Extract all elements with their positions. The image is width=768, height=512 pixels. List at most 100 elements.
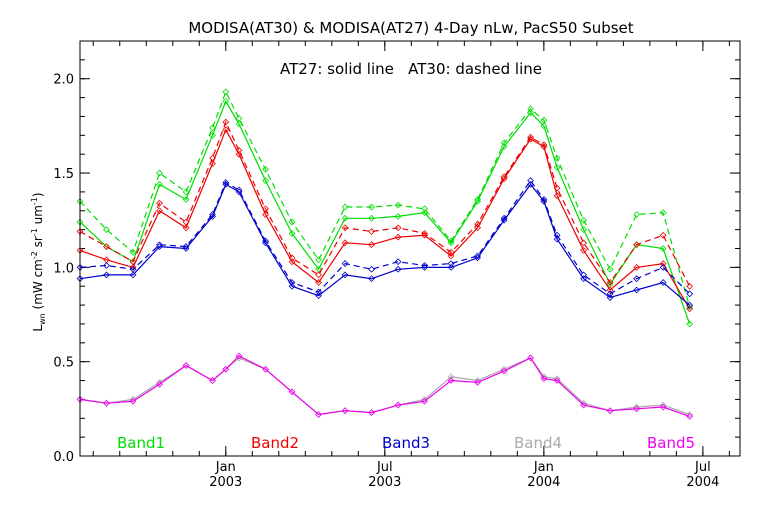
data-point bbox=[527, 133, 534, 141]
data-point bbox=[580, 271, 587, 279]
data-point bbox=[527, 177, 535, 184]
data-point bbox=[209, 377, 216, 384]
data-point bbox=[421, 397, 428, 405]
ylabel-exp2: -1 bbox=[30, 228, 39, 236]
data-point bbox=[394, 224, 402, 232]
data-point bbox=[341, 239, 349, 247]
data-point bbox=[182, 196, 190, 203]
data-point bbox=[368, 241, 375, 249]
data-point bbox=[553, 154, 561, 162]
data-point bbox=[500, 139, 508, 147]
data-point bbox=[540, 196, 548, 203]
data-point bbox=[222, 126, 230, 134]
data-point bbox=[394, 213, 402, 220]
data-point bbox=[368, 203, 375, 211]
data-point bbox=[315, 265, 322, 273]
data-point bbox=[447, 260, 455, 267]
data-point bbox=[209, 154, 216, 162]
data-point bbox=[76, 396, 84, 403]
x-tick-month: Jan bbox=[533, 460, 554, 475]
data-point bbox=[222, 118, 230, 126]
data-point bbox=[76, 228, 84, 235]
ylabel-exp1: -2 bbox=[30, 251, 39, 259]
data-point bbox=[222, 88, 230, 96]
data-point bbox=[262, 177, 269, 185]
ylabel-mid: sr bbox=[31, 236, 45, 251]
data-point bbox=[209, 213, 216, 220]
data-point bbox=[686, 282, 694, 290]
data-point bbox=[474, 379, 481, 386]
data-point bbox=[315, 292, 322, 300]
data-point bbox=[315, 256, 322, 264]
data-point bbox=[222, 179, 230, 186]
data-point bbox=[606, 279, 614, 286]
chart-subtitle: AT27: solid line AT30: dashed line bbox=[280, 60, 542, 78]
data-point bbox=[182, 188, 190, 196]
data-point bbox=[500, 143, 508, 151]
data-point bbox=[606, 407, 614, 415]
data-point bbox=[315, 279, 322, 286]
data-point bbox=[421, 229, 428, 237]
data-point bbox=[103, 226, 110, 234]
data-point bbox=[209, 124, 216, 132]
data-point bbox=[540, 116, 548, 124]
data-point bbox=[235, 150, 243, 158]
data-point bbox=[368, 275, 375, 283]
data-point bbox=[447, 263, 455, 271]
data-point bbox=[580, 247, 588, 254]
data-point bbox=[76, 246, 84, 254]
data-point bbox=[103, 256, 110, 264]
legend-item: Band1 bbox=[117, 434, 165, 452]
data-point bbox=[182, 218, 190, 226]
data-point bbox=[633, 263, 641, 271]
data-point bbox=[474, 196, 482, 203]
data-point bbox=[76, 197, 84, 205]
data-point bbox=[447, 252, 455, 260]
series-line-6 bbox=[79, 357, 690, 416]
data-point bbox=[182, 245, 190, 252]
data-point bbox=[368, 228, 375, 235]
data-point bbox=[222, 365, 230, 373]
data-point bbox=[633, 286, 641, 294]
data-point bbox=[288, 254, 296, 262]
data-point bbox=[103, 399, 110, 407]
legend-item: Band3 bbox=[382, 434, 430, 452]
x-tick-year: 2003 bbox=[209, 475, 242, 490]
data-point bbox=[288, 258, 296, 266]
data-point bbox=[686, 290, 694, 298]
data-point bbox=[474, 252, 481, 260]
data-point bbox=[500, 173, 508, 181]
data-point bbox=[421, 205, 428, 213]
data-point bbox=[76, 275, 84, 283]
series-line-4 bbox=[79, 183, 690, 306]
data-point bbox=[368, 409, 375, 416]
data-point bbox=[447, 239, 455, 247]
data-point bbox=[540, 375, 548, 383]
data-point bbox=[341, 271, 349, 279]
data-point bbox=[540, 141, 548, 149]
data-point bbox=[368, 214, 375, 222]
ylabel-um: um bbox=[31, 205, 45, 228]
series-line-0 bbox=[79, 100, 691, 325]
legend-item: Band2 bbox=[251, 434, 299, 452]
data-point bbox=[527, 105, 534, 113]
data-point bbox=[288, 282, 296, 290]
data-point bbox=[553, 377, 561, 384]
data-point bbox=[606, 286, 614, 294]
axis-ticks: 0.00.51.01.52.0Jan2003Jul2003Jan2004Jul2… bbox=[53, 41, 740, 490]
data-point bbox=[447, 373, 455, 381]
series-line-7 bbox=[79, 355, 690, 417]
data-point bbox=[686, 320, 694, 328]
data-point bbox=[474, 220, 482, 228]
data-point bbox=[633, 211, 640, 218]
data-point bbox=[182, 224, 190, 232]
y-tick-label: 1.0 bbox=[53, 261, 74, 276]
data-point bbox=[235, 114, 243, 122]
ylabel-sub: wn bbox=[38, 313, 47, 325]
data-point bbox=[686, 411, 694, 418]
ylabel-close: ) bbox=[31, 192, 45, 197]
data-point bbox=[580, 401, 588, 409]
data-point bbox=[129, 258, 137, 266]
series-line-1 bbox=[79, 90, 691, 308]
